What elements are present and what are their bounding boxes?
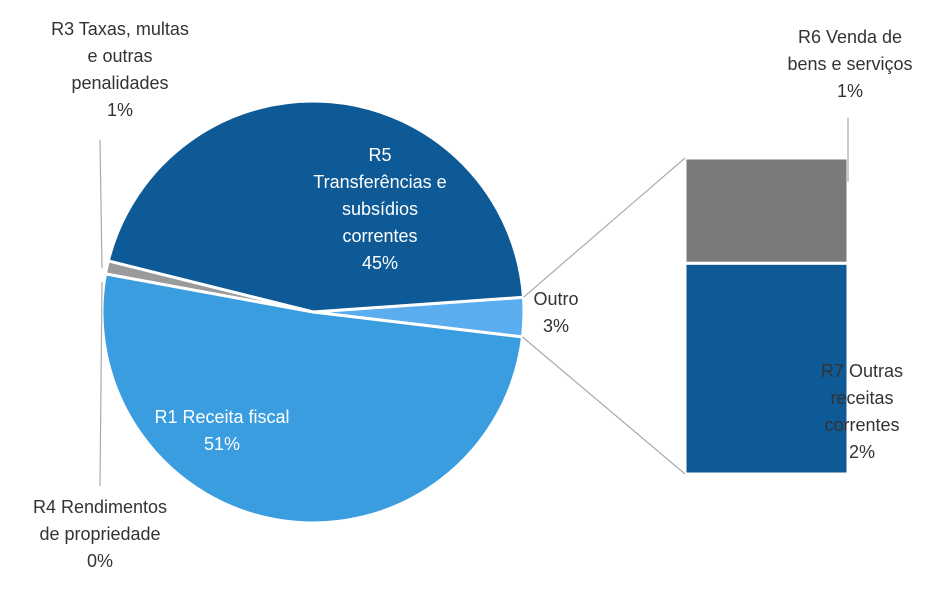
value-label: 2% — [849, 442, 875, 462]
slice-label: e outras — [87, 46, 152, 66]
value-label: 3% — [543, 316, 569, 336]
slice-label: Outro — [533, 289, 578, 309]
slice-label: penalidades — [71, 73, 168, 93]
slice-label: R1 Receita fiscal — [154, 407, 289, 427]
slice-label: R3 Taxas, multas — [51, 19, 189, 39]
slice-label: de propriedade — [39, 524, 160, 544]
slice-label: R5 — [368, 145, 391, 165]
connector — [523, 157, 686, 298]
pie-slice — [100, 272, 525, 525]
leader-line — [99, 281, 103, 487]
value-label: 1% — [107, 100, 133, 120]
value-label: 1% — [837, 81, 863, 101]
slice-label: Transferências e — [313, 172, 446, 192]
slice-label: R4 Rendimentos — [33, 497, 167, 517]
value-label: 45% — [362, 253, 398, 273]
slice-label: R6 Venda de — [798, 27, 902, 47]
value-label: 51% — [204, 434, 240, 454]
pie-slice — [106, 99, 526, 314]
slice-label: subsídios — [342, 199, 418, 219]
slice-label: receitas — [830, 388, 893, 408]
bar-segment — [683, 156, 850, 265]
leader-line — [99, 139, 103, 269]
slice-label: R7 Outras — [821, 361, 903, 381]
value-label: 0% — [87, 551, 113, 571]
connector — [522, 336, 686, 475]
slice-label: bens e serviços — [787, 54, 912, 74]
bar-segment — [683, 261, 850, 476]
slice-label: correntes — [342, 226, 417, 246]
slice-label: correntes — [824, 415, 899, 435]
